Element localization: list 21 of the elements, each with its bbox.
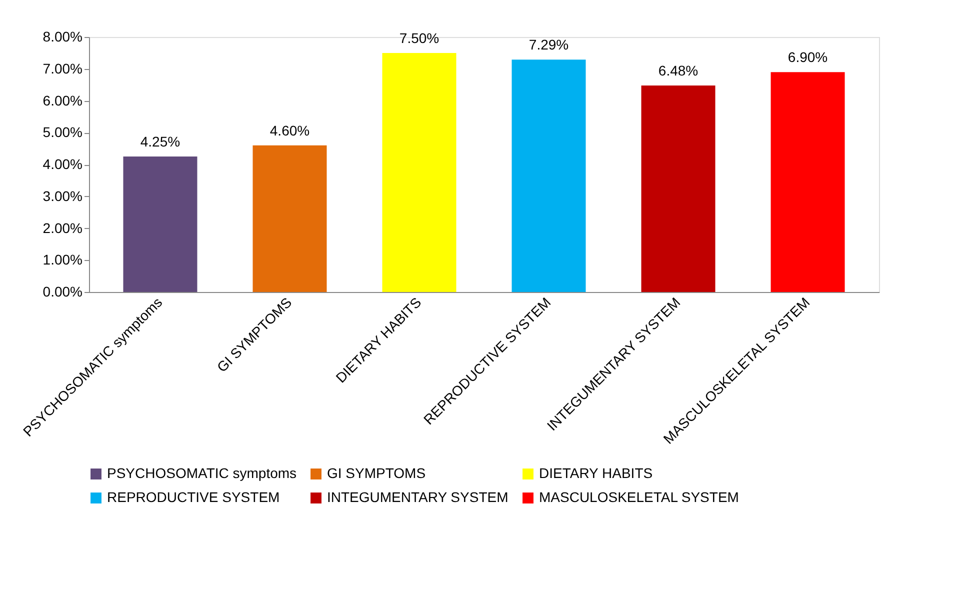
data-label: 6.90% [788, 49, 828, 66]
y-tick-label: 8.00% [42, 28, 82, 44]
data-label: 4.60% [270, 122, 310, 138]
data-label: 6.48% [658, 62, 698, 78]
legend-label: MASCULOSKELETAL SYSTEM [539, 489, 739, 505]
legend-label: DIETARY HABITS [539, 465, 653, 481]
data-label: 7.29% [528, 36, 569, 53]
data-label: 7.50% [399, 30, 440, 46]
data-label: 4.25% [140, 134, 180, 150]
legend-label: INTEGUMENTARY SYSTEM [327, 489, 508, 505]
y-tick-label: 3.00% [42, 188, 82, 204]
y-tick-label: 5.00% [42, 124, 82, 140]
y-tick-label: 4.00% [42, 156, 82, 172]
y-tick-label: 0.00% [42, 284, 82, 300]
legend-label: PSYCHOSOMATIC symptoms [107, 465, 297, 481]
legend-label: GI SYMPTOMS [327, 465, 426, 481]
y-tick-label: 1.00% [42, 252, 82, 268]
legend-label: REPRODUCTIVE SYSTEM [107, 489, 280, 505]
y-tick-label: 6.00% [42, 92, 82, 108]
y-tick-label: 2.00% [42, 220, 82, 236]
y-tick-label: 7.00% [42, 60, 82, 76]
